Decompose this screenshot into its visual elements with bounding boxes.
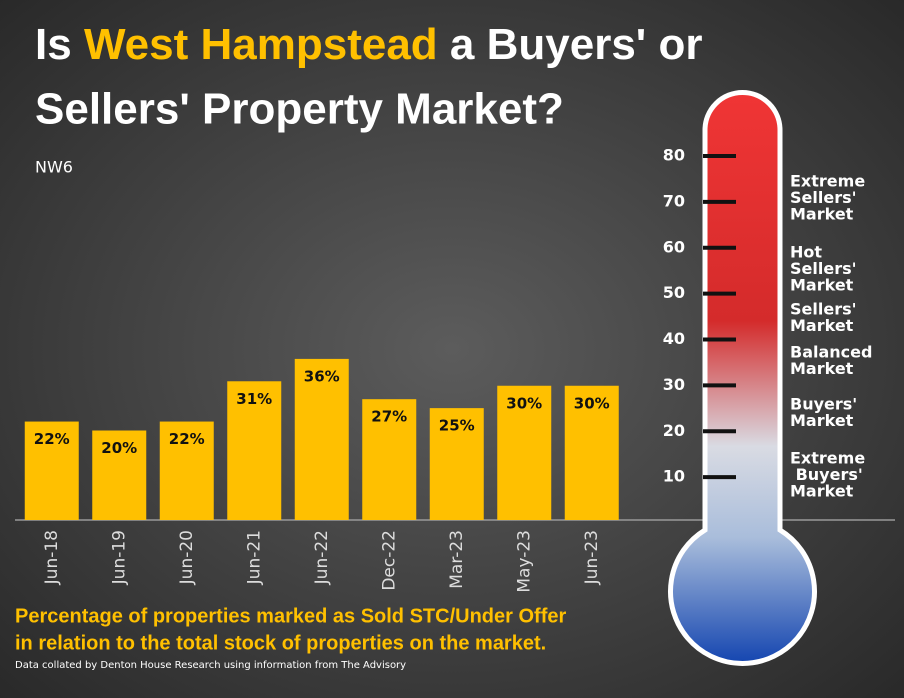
x-tick-label: Jun-18: [42, 530, 62, 585]
bar-value-label: 30%: [574, 394, 610, 412]
x-tick-label: Jun-22: [312, 530, 332, 585]
source: Data collated by Denton House Research u…: [15, 660, 406, 671]
bar: [294, 358, 349, 520]
zone-label: Market: [790, 276, 854, 295]
bar: [564, 385, 619, 520]
x-tick-label: Jun-20: [177, 530, 197, 585]
tick-label: 10: [663, 467, 685, 486]
title-line-2: Sellers' Property Market?: [35, 85, 564, 134]
zone-label: Market: [790, 482, 854, 501]
zone-label: Balanced: [790, 343, 872, 362]
subtitle: NW6: [35, 158, 73, 177]
zone-label: Buyers': [790, 465, 863, 484]
x-tick-label: Jun-19: [109, 530, 129, 585]
x-tick-label: May-23: [514, 530, 534, 593]
x-tick-label: Mar-23: [447, 530, 467, 589]
tick-label: 70: [663, 191, 685, 210]
tick-label: 80: [663, 146, 685, 165]
tick-label: 60: [663, 237, 685, 256]
tick-label: 30: [663, 375, 685, 394]
zone-label: Market: [790, 359, 854, 378]
thermometer: [668, 90, 817, 666]
bar: [362, 399, 417, 520]
bar: [159, 421, 214, 520]
bar-value-label: 25%: [439, 417, 475, 435]
x-tick-label: Jun-23: [582, 530, 602, 585]
zone-label: Market: [790, 316, 854, 335]
bar-value-label: 31%: [236, 390, 272, 408]
tick-label: 20: [663, 421, 685, 440]
zone-label: Hot: [790, 243, 822, 262]
zone-label: Sellers': [790, 259, 857, 278]
tick-label: 40: [663, 329, 685, 348]
x-tick-label: Dec-22: [379, 530, 399, 591]
bar: [227, 381, 282, 520]
bar: [92, 430, 147, 520]
zone-label: Market: [790, 205, 854, 224]
bar-value-label: 27%: [371, 408, 407, 426]
bar-value-label: 36%: [304, 367, 340, 385]
zone-label: Sellers': [790, 188, 857, 207]
caption-line: Percentage of properties marked as Sold …: [15, 605, 566, 627]
x-tick-label: Jun-21: [244, 530, 264, 585]
zone-label: Sellers': [790, 300, 857, 319]
bar-value-label: 22%: [169, 430, 205, 448]
bar: [429, 408, 484, 520]
caption-line: in relation to the total stock of proper…: [15, 632, 546, 654]
bar: [497, 385, 552, 520]
zone-label: Extreme: [790, 449, 865, 468]
bar-value-label: 22%: [34, 430, 70, 448]
bar: [24, 421, 79, 520]
tick-label: 50: [663, 283, 685, 302]
zone-label: Market: [790, 411, 854, 430]
zone-label: Extreme: [790, 172, 865, 191]
title-line-1: Is West Hampstead a Buyers' or: [35, 20, 703, 69]
zone-label: Buyers': [790, 395, 857, 414]
bar-value-label: 20%: [101, 439, 137, 457]
bar-value-label: 30%: [506, 394, 542, 412]
